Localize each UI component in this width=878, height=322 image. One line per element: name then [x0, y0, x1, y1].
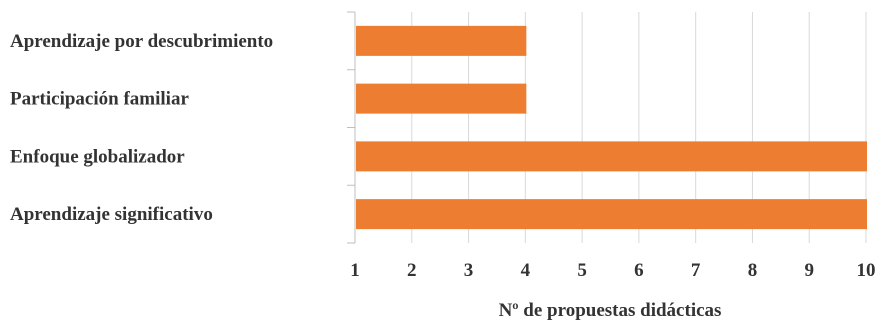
x-tick-label: 10: [857, 260, 876, 281]
bars: [356, 25, 867, 230]
bar: [356, 141, 867, 172]
x-tick-labels: 1 2 3 4 5 6 7 8 9 10: [350, 260, 875, 281]
bar: [356, 199, 867, 230]
x-axis-title: Nº de propuestas didácticas: [499, 300, 722, 321]
x-tick-label: 4: [521, 260, 531, 281]
bar: [356, 83, 527, 114]
category-labels: Aprendizaje por descubrimiento Participac…: [10, 31, 273, 225]
category-label: Participación familiar: [10, 89, 189, 110]
category-label: Aprendizaje significativo: [10, 204, 213, 225]
x-tick-label: 7: [691, 260, 701, 281]
category-label: Aprendizaje por descubrimiento: [10, 31, 273, 52]
x-tick-label: 5: [577, 260, 587, 281]
x-tick-label: 2: [407, 260, 417, 281]
x-tick-label: 3: [464, 260, 474, 281]
bar: [356, 25, 527, 56]
x-tick-label: 9: [804, 260, 814, 281]
x-tick-label: 6: [634, 260, 644, 281]
axes: [347, 11, 356, 244]
x-tick-label: 1: [350, 260, 360, 281]
x-tick-label: 8: [748, 260, 758, 281]
category-label: Enfoque globalizador: [10, 146, 185, 167]
